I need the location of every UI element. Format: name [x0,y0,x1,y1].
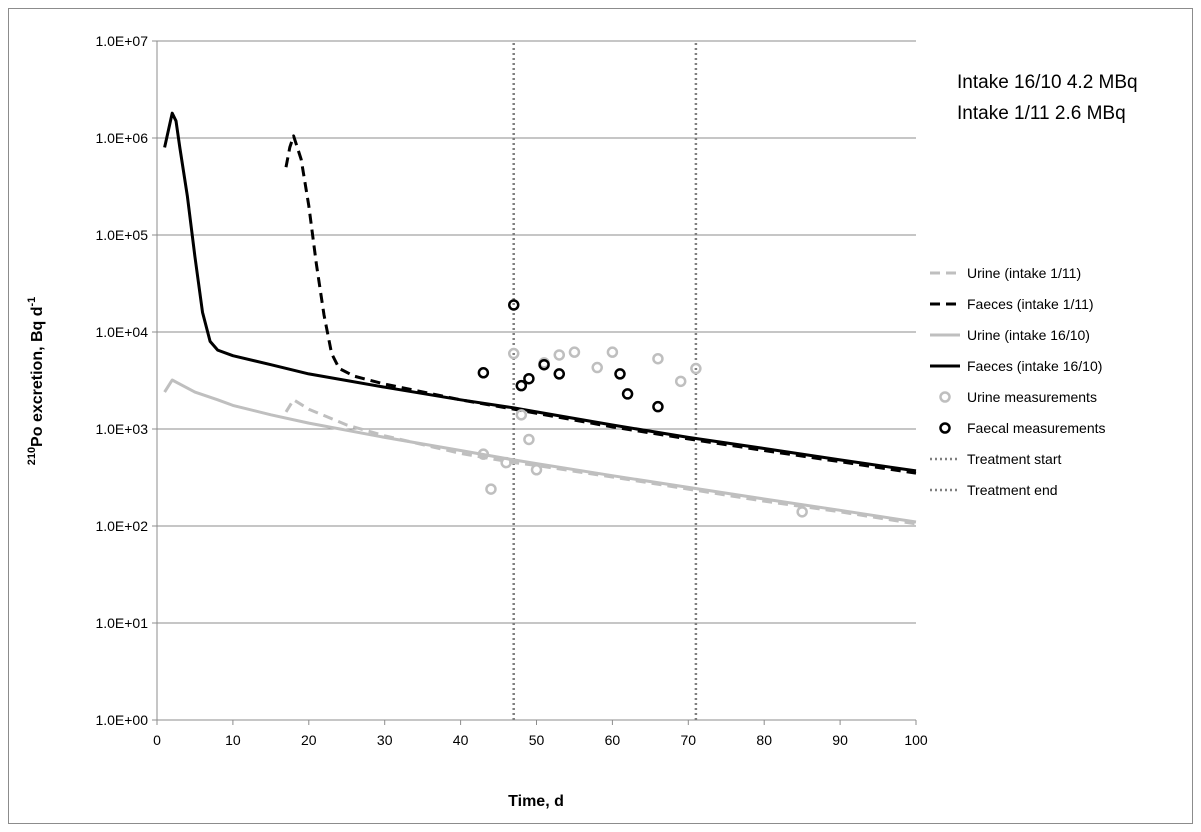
series-layer [163,41,917,720]
urine-measurements-point [690,362,702,375]
urine-measurements-point [674,375,687,388]
x-tick-label: 100 [904,732,928,748]
tick-labels: 1.0E+00 1.0E+01 1.0E+02 1.0E+03 1.0E+04 1.0E+… [95,33,927,748]
legend-swatch-urine-measurements [939,391,951,403]
y-tick-label: 1.0E+03 [95,421,148,437]
grid [157,40,916,721]
y-tick-label: 1.0E+02 [95,518,148,534]
legend: Urine (intake 1/11) Faeces (intake 1/11) U… [930,265,1106,498]
urine-measurements-point [553,349,566,361]
y-tick-label: 1.0E+01 [95,615,148,631]
legend-label-faeces-intake-1-11: Faeces (intake 1/11) [967,296,1094,312]
urine-measurements-point [568,346,581,358]
annotation-intake-1610: Intake 16/10 4.2 MBq [957,72,1138,93]
x-tick-label: 90 [832,732,848,748]
x-tick-label: 10 [225,732,241,748]
legend-label-faecal-measurements: Faecal measurements [967,420,1106,436]
urine-measurements-point [477,448,490,460]
markers-layer [477,299,808,518]
x-tick-label: 30 [377,732,393,748]
faecal-measurements-point [477,367,490,379]
legend-label-treatment-end: Treatment end [967,482,1058,498]
chart-frame [8,8,1193,824]
y-axis-title-main: Po excretion, Bq d [29,306,46,446]
x-tick-label: 40 [453,732,469,748]
faecal-measurements-point [515,379,528,392]
legend-label-urine-intake-1-11: Urine (intake 1/11) [967,265,1081,281]
legend-label-faeces-intake-16-10: Faeces (intake 16/10) [967,358,1102,374]
urine-measurements-point [591,361,603,374]
x-tick-label: 50 [529,732,545,748]
legend-label-urine-measurements: Urine measurements [967,389,1097,405]
x-tick-label: 70 [681,732,697,748]
urine-measurements-point [652,352,664,365]
y-axis-title: 210Po excretion, Bq d-1 [26,297,46,466]
y-tick-label: 1.0E+04 [95,324,148,340]
y-axis-title-sup: -1 [26,297,38,307]
y-axis-title-prefix: 210 [26,447,38,465]
axes [152,40,917,725]
x-axis-title: Time, d [508,793,564,810]
faecal-measurements-point [538,358,550,371]
urine-measurements-point [500,456,512,469]
legend-label-treatment-start: Treatment start [967,451,1062,467]
faecal-measurements-point [553,368,566,380]
urine-measurements-point [796,506,808,518]
urine-measurements-point [523,433,535,446]
urine-measurements-point [515,409,528,421]
y-tick-label: 1.0E+00 [95,712,148,728]
urine-measurements-point [485,483,497,495]
x-tick-label: 20 [301,732,317,748]
x-tick-label: 0 [153,732,161,748]
annotation-intake-111: Intake 1/11 2.6 MBq [957,103,1126,124]
urine-measurements-point [606,346,619,358]
faeces-intake-1-11-line [284,134,917,475]
faecal-measurements-point [523,372,535,385]
x-tick-label: 60 [605,732,621,748]
y-tick-label: 1.0E+07 [95,33,148,49]
legend-label-urine-intake-16-10: Urine (intake 16/10) [967,327,1090,343]
urine-intake-1-11-line [284,398,917,526]
faecal-measurements-point [614,368,626,380]
legend-swatch-faecal-measurements [939,422,951,434]
x-tick-label: 80 [756,732,772,748]
faecal-measurements-point [621,388,634,400]
urine-intake-16-10-line [163,378,917,524]
faeces-intake-16-10-line [163,111,917,473]
y-tick-label: 1.0E+05 [95,227,148,243]
urine-measurements-point [507,347,520,360]
y-tick-label: 1.0E+06 [95,130,148,146]
faecal-measurements-point [507,299,520,311]
urine-measurements-point [530,464,543,476]
faecal-measurements-point [652,400,664,413]
